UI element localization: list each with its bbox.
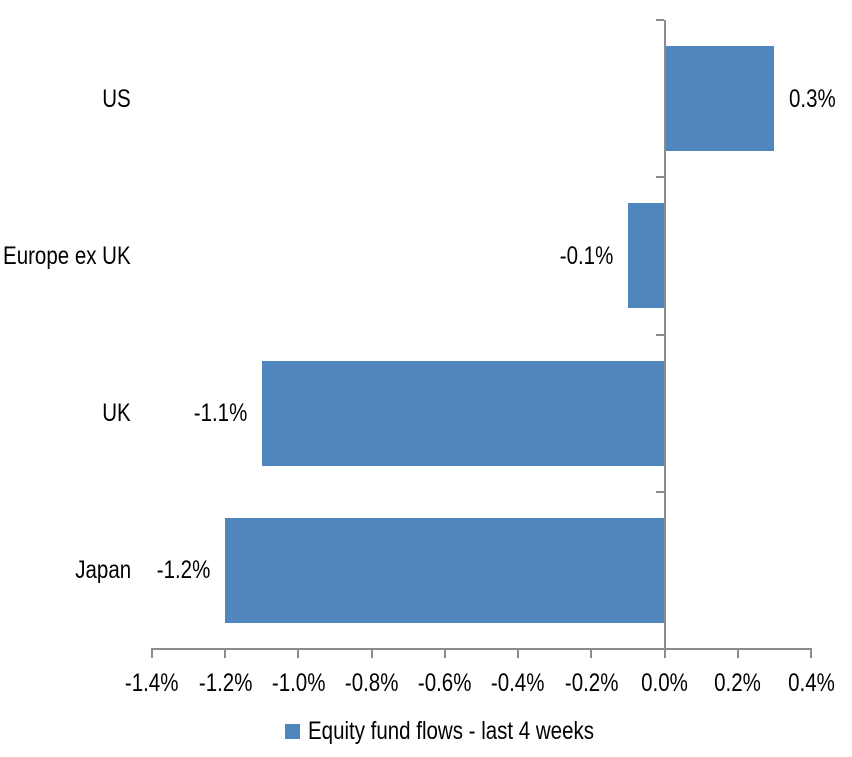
- x-tick-label-text: -1.0%: [271, 669, 326, 697]
- category-label-uk-text: UK: [102, 399, 131, 428]
- bar-data-label-text: 0.3%: [789, 84, 837, 113]
- bar-data-label: -1.2%: [60, 555, 211, 585]
- bar-japan: [225, 517, 665, 623]
- bar-data-label: -0.1%: [463, 241, 613, 271]
- x-axis-tick: [517, 650, 520, 658]
- bar-europe-ex-uk: [627, 203, 665, 309]
- x-tick-label: -1.2%: [165, 668, 285, 698]
- category-label-uk: UK: [0, 398, 131, 428]
- x-axis-tick: [224, 650, 227, 658]
- x-tick-label: -1.4%: [92, 668, 212, 698]
- x-tick-label: 0.2%: [678, 668, 798, 698]
- category-label-europe-ex-uk: Europe ex UK: [0, 241, 131, 271]
- x-tick-label-text: -0.8%: [344, 669, 399, 697]
- x-tick-label-text: -0.2%: [564, 669, 619, 697]
- x-axis-tick: [810, 650, 812, 658]
- legend-swatch-icon: [285, 723, 300, 739]
- category-label-japan: Japan: [0, 555, 131, 585]
- bar-data-label: 0.3%: [789, 84, 846, 114]
- x-tick-label-text: 0.4%: [787, 669, 835, 697]
- bar-data-label-text: -1.2%: [156, 556, 211, 585]
- x-axis-line: [151, 648, 812, 650]
- y-axis-tick: [655, 19, 664, 21]
- bar-us: [664, 46, 775, 152]
- x-tick-label-text: -1.4%: [125, 669, 179, 697]
- legend: Equity fund flows - last 4 weeks: [285, 716, 657, 746]
- category-label-japan-text: Japan: [75, 556, 131, 585]
- y-axis-tick: [655, 490, 664, 493]
- y-axis-tick: [655, 176, 664, 179]
- category-label-us: US: [0, 84, 131, 114]
- x-axis-tick: [297, 650, 300, 658]
- x-axis-tick: [736, 650, 739, 658]
- x-axis-tick: [663, 650, 666, 658]
- category-label-europe-ex-uk-text: Europe ex UK: [3, 241, 131, 270]
- x-axis-tick: [590, 650, 593, 658]
- x-tick-label-text: -0.4%: [491, 669, 545, 697]
- y-axis-tick: [655, 333, 664, 336]
- x-tick-label: -1.0%: [238, 668, 358, 698]
- bar-uk: [261, 360, 665, 466]
- x-tick-label-text: -0.6%: [418, 669, 472, 697]
- x-tick-label: 0.4%: [751, 668, 852, 698]
- y-axis-line: [663, 20, 666, 650]
- x-tick-label-text: -1.2%: [198, 669, 252, 697]
- x-tick-label: -0.6%: [385, 668, 505, 698]
- x-axis-tick: [151, 650, 153, 658]
- x-tick-label: -0.2%: [531, 668, 651, 698]
- x-tick-label-text: 0.2%: [714, 669, 762, 697]
- legend-label: Equity fund flows - last 4 weeks: [308, 717, 595, 745]
- category-label-us-text: US: [102, 84, 131, 113]
- x-tick-label: -0.8%: [312, 668, 432, 698]
- x-tick-label: 0.0%: [605, 668, 725, 698]
- bar-data-label-text: -1.1%: [193, 399, 247, 428]
- x-axis-tick: [370, 650, 373, 658]
- bar-data-label-text: -0.1%: [559, 241, 613, 270]
- x-tick-label: -0.4%: [458, 668, 578, 698]
- x-axis-tick: [443, 650, 446, 658]
- x-tick-label-text: 0.0%: [641, 669, 688, 697]
- bar-data-label: -1.1%: [97, 398, 247, 428]
